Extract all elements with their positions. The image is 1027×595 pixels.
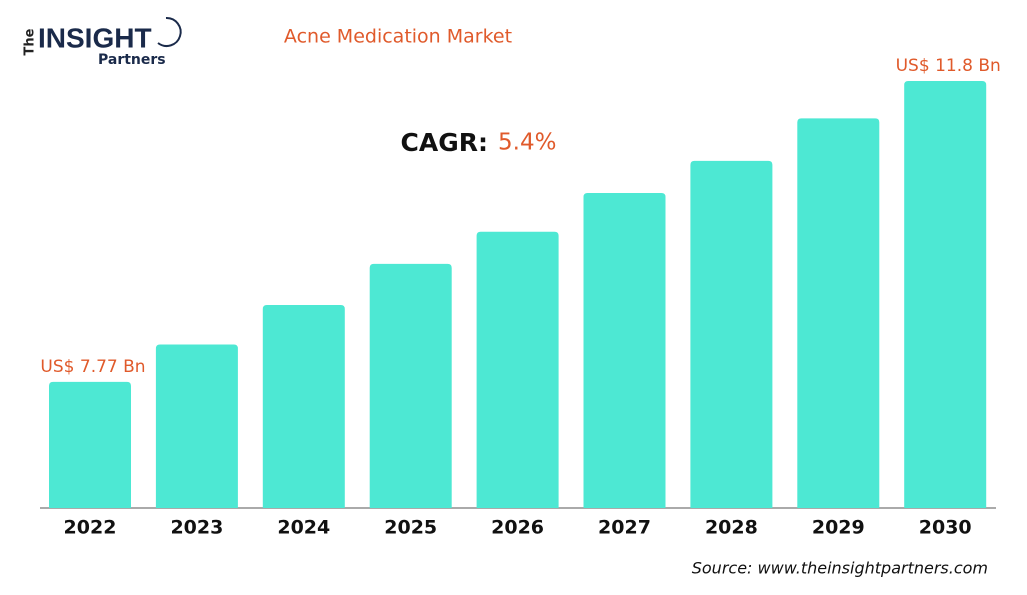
x-tick-label: 2023 [170,517,223,539]
x-tick-label: 2028 [705,517,758,539]
x-tick-label: 2030 [919,517,972,539]
logo-partners: Partners [98,52,166,68]
x-tick-label: 2022 [64,517,117,539]
bar [369,263,452,508]
bar [262,304,345,508]
logo-swoosh [157,16,182,47]
value-label: US$ 7.77 Bn [40,357,145,377]
logo: The INSIGHT Partners [23,16,182,68]
logo-the: The [23,28,38,55]
bar [690,160,773,509]
x-tick-label: 2029 [812,517,865,539]
x-tick-label: 2026 [491,517,544,539]
x-tick-label: 2027 [598,517,651,539]
logo-insight: INSIGHT [38,22,152,53]
bar [583,192,666,508]
value-label: US$ 11.8 Bn [896,56,1001,76]
bar [797,118,880,509]
bar [904,81,987,508]
bar [49,381,131,508]
cagr-value: 5.4% [498,130,556,156]
x-tick-label: 2024 [277,517,330,539]
chart-title: Acne Medication Market [284,26,512,48]
cagr-label: CAGR: [401,128,488,157]
bar [155,344,238,508]
bar [476,231,559,508]
x-tick-label: 2025 [384,517,437,539]
source: Source: www.theinsightpartners.com [692,559,988,578]
